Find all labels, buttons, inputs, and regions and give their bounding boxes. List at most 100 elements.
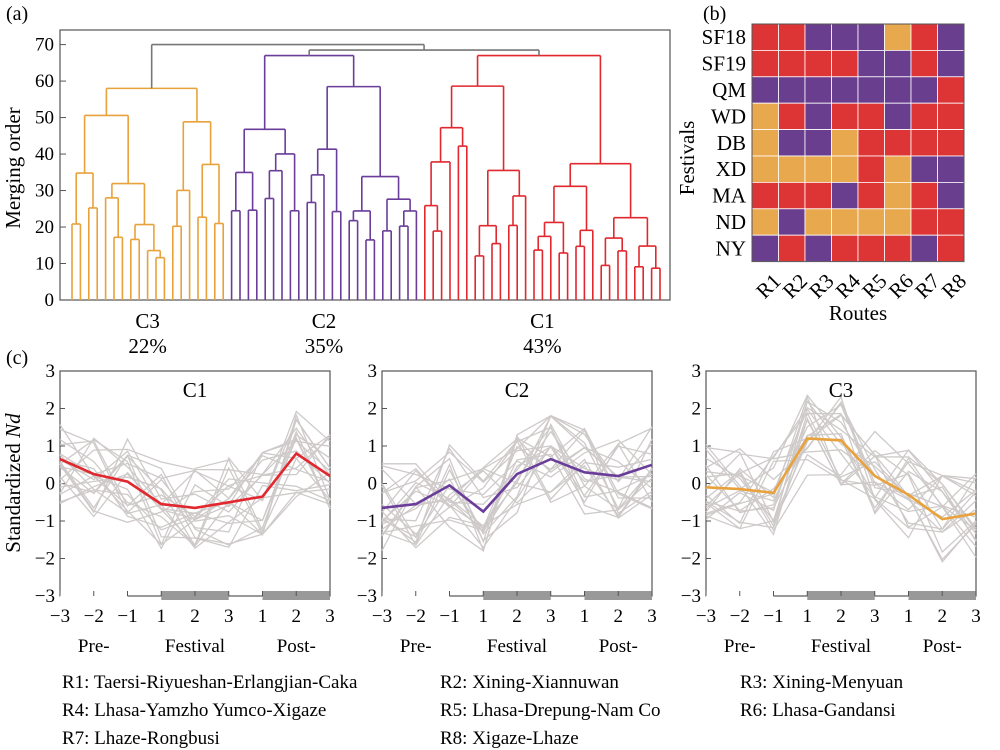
line-x-tick-label: −3 bbox=[372, 606, 392, 627]
heatmap-cell bbox=[884, 129, 912, 157]
line-y-tick-label: −3 bbox=[681, 586, 701, 607]
route-legend: R1: Taersi-Riyueshan-Erlangjian-Caka R2: … bbox=[62, 672, 904, 749]
cluster-name-label: C3 bbox=[135, 309, 160, 333]
heatmap-cell bbox=[910, 102, 938, 130]
line-x-tick-label: 3 bbox=[325, 606, 335, 627]
heatmap-cell bbox=[910, 234, 938, 262]
heatmap-cell bbox=[910, 50, 938, 78]
line-y-tick-label: 3 bbox=[692, 361, 702, 382]
line-y-tick-label: −3 bbox=[357, 586, 377, 607]
route-series-line bbox=[59, 413, 331, 536]
heatmap-row-label: ND bbox=[716, 210, 746, 234]
cluster-percent-label: 22% bbox=[128, 334, 167, 358]
heatmap-cell bbox=[857, 23, 885, 51]
heatmap-cell bbox=[937, 76, 965, 104]
line-x-tick-label: 3 bbox=[647, 606, 657, 627]
line-y-tick-label: −2 bbox=[357, 549, 377, 570]
heatmap-cell bbox=[884, 102, 912, 130]
heatmap-cell bbox=[937, 208, 965, 236]
line-y-tick-label: 3 bbox=[368, 361, 378, 382]
heatmap-cell bbox=[804, 129, 832, 157]
route-series-line bbox=[59, 428, 331, 550]
route-series-line bbox=[381, 414, 653, 535]
heatmap-cell bbox=[778, 102, 806, 130]
heatmap-cell bbox=[751, 76, 779, 104]
heatmap-cell bbox=[937, 102, 965, 130]
period-label: Pre- bbox=[724, 636, 756, 657]
line-x-tick-label: −2 bbox=[84, 606, 104, 627]
heatmap-cell bbox=[804, 208, 832, 236]
heatmap-cell bbox=[831, 155, 859, 183]
heatmap-frame bbox=[751, 23, 965, 263]
line-x-tick-label: 3 bbox=[870, 606, 880, 627]
heatmap-row-label: QM bbox=[712, 78, 746, 102]
route-series-line bbox=[59, 440, 331, 500]
heatmap-cell bbox=[884, 208, 912, 236]
route-series-line bbox=[705, 395, 977, 539]
heatmap-cell bbox=[778, 155, 806, 183]
heatmap-cell bbox=[831, 23, 859, 51]
cluster-name-label: C2 bbox=[312, 309, 337, 333]
route-series-line bbox=[705, 446, 977, 542]
route-series-line bbox=[381, 453, 653, 538]
heatmap-cell bbox=[751, 155, 779, 183]
line-x-tick-label: −2 bbox=[730, 606, 750, 627]
heatmap-row-label: MA bbox=[712, 184, 747, 208]
heatmap-cell bbox=[804, 50, 832, 78]
line-panel-c1: −3 −2 −1 0 1 2 3 C1 −3 −2 −1 1 2 3 1 2 3 Pre- Festival Post… bbox=[35, 361, 335, 657]
route-legend-item: R3: Xining-Menyuan bbox=[740, 672, 904, 693]
route-series-line bbox=[59, 436, 331, 550]
line-panel-title: C1 bbox=[183, 378, 208, 402]
cluster-percent-label: 35% bbox=[305, 334, 344, 358]
heatmap-cell bbox=[884, 23, 912, 51]
heatmap-cell bbox=[804, 76, 832, 104]
line-x-tick-label: −2 bbox=[406, 606, 426, 627]
period-label: Festival bbox=[811, 636, 871, 657]
line-x-tick-label: 1 bbox=[904, 606, 914, 627]
route-series-line bbox=[381, 415, 653, 553]
line-y-tick-label: −2 bbox=[681, 549, 701, 570]
line-x-tick-label: 3 bbox=[971, 606, 981, 627]
heatmap-cell bbox=[857, 155, 885, 183]
line-y-tick-label: 2 bbox=[46, 399, 56, 420]
line-x-tick-label: 3 bbox=[546, 606, 556, 627]
period-label: Festival bbox=[487, 636, 547, 657]
heatmap-cell bbox=[910, 76, 938, 104]
heatmap-row-label: NY bbox=[716, 236, 746, 260]
cluster-name-label: C1 bbox=[530, 309, 555, 333]
panel-a-label: (a) bbox=[6, 3, 28, 25]
period-label: Post- bbox=[923, 636, 962, 657]
line-x-tick-label: 1 bbox=[803, 606, 813, 627]
route-series-line bbox=[705, 412, 977, 535]
line-x-tick-label: 2 bbox=[292, 606, 302, 627]
line-y-tick-label: 2 bbox=[368, 399, 378, 420]
dendrogram-y-tick-label: 70 bbox=[35, 35, 54, 56]
dendrogram-y-tick-label: 0 bbox=[45, 290, 55, 311]
heatmap-cell bbox=[910, 129, 938, 157]
heatmap-cell bbox=[937, 50, 965, 78]
dendrogram-y-tick-label: 20 bbox=[35, 217, 54, 238]
route-legend-item: R4: Lhasa-Yamzho Yumco-Xigaze bbox=[62, 700, 326, 721]
heatmap-cell bbox=[831, 181, 859, 210]
dendrogram-y-tick-label: 50 bbox=[35, 108, 54, 129]
line-y-tick-label: −2 bbox=[35, 549, 55, 570]
line-x-tick-label: 2 bbox=[190, 606, 200, 627]
heatmap-cell bbox=[778, 23, 806, 51]
heatmap-cell bbox=[831, 102, 859, 130]
dendrogram-y-tick-label: 60 bbox=[35, 71, 54, 92]
heatmap-cell bbox=[831, 76, 859, 104]
line-y-tick-label: 1 bbox=[692, 436, 702, 457]
line-x-tick-label: 1 bbox=[258, 606, 268, 627]
heatmap-cell bbox=[751, 50, 779, 78]
route-series-line bbox=[705, 416, 977, 541]
heatmap-cell bbox=[937, 234, 965, 262]
line-panel-title: C3 bbox=[829, 378, 854, 402]
heatmap-cell bbox=[778, 181, 806, 210]
line-x-tick-label: 1 bbox=[580, 606, 590, 627]
heatmap-cell bbox=[857, 234, 885, 262]
line-x-tick-label: −1 bbox=[117, 606, 137, 627]
route-series-line bbox=[59, 440, 331, 481]
heatmap-row-label: WD bbox=[711, 104, 746, 128]
heatmap-cell bbox=[804, 181, 832, 210]
heatmap-cell bbox=[884, 155, 912, 183]
